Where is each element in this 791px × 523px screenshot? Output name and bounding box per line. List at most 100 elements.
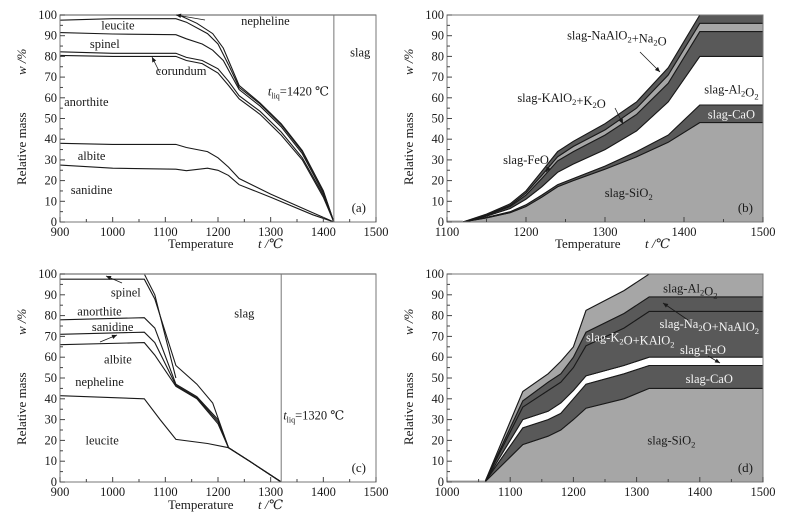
x-tick-label: 1300 (624, 485, 649, 499)
panel-b-xlabel: Temperature (555, 236, 621, 251)
region-label: slag-FeO (503, 153, 549, 167)
y-tick-label: 50 (432, 371, 445, 385)
region-label: slag (234, 307, 255, 321)
boundary-gap-top (484, 356, 763, 483)
series-albite-anorthite-boundary (59, 142, 335, 223)
x-tick-label: 1500 (364, 225, 389, 239)
boundary-feo-top (462, 55, 763, 223)
x-tick-label: 1500 (364, 485, 389, 499)
boundary-naalo2-mid (462, 22, 763, 223)
series-anorthite-spinel-boundary (60, 278, 282, 483)
arrow-head-icon (152, 57, 157, 63)
region-label: slag-Al2O2 (704, 83, 758, 102)
x-tick-label: 1000 (100, 485, 125, 499)
y-tick-label: 60 (45, 350, 58, 364)
y-tick-label: 20 (432, 174, 445, 188)
region-label: slag-Na2O+NaAlO2 (659, 317, 759, 336)
y-tick-label: 20 (45, 174, 58, 188)
region-label: sanidine (92, 320, 134, 334)
panel-tag: (a) (352, 200, 366, 215)
boundary-k2o-top (484, 310, 763, 483)
arrow-head-icon (618, 118, 623, 124)
x-tick-label: 1300 (593, 225, 618, 239)
x-tick-label: 1000 (435, 485, 460, 499)
y-tick-label: 70 (45, 329, 58, 343)
region-label: nepheline (75, 375, 124, 389)
panel-tag: (c) (352, 460, 366, 475)
y-tick-label: 80 (45, 309, 58, 323)
region-label: corundum (156, 64, 207, 78)
panel-c-xlabel: Temperature (168, 497, 234, 512)
series-spinel-leucite-boundary (59, 32, 335, 223)
x-tick-label: 1400 (672, 225, 697, 239)
y-tick-label: 20 (45, 433, 58, 447)
y-tick-label: 40 (45, 132, 58, 146)
region-label: nepheline (241, 14, 290, 28)
region-label: spinel (111, 286, 141, 300)
y-tick-label: 30 (432, 153, 445, 167)
liquidus-label: tliq=1420 ℃ (268, 85, 329, 101)
y-tick-label: 0 (51, 475, 57, 489)
panel-b: 1100 1200 1300 1400 1500 0 10 20 30 40 50 60 70 80 90 1… (425, 8, 775, 239)
x-tick-label: 900 (51, 485, 70, 499)
x-tick-label: 1100 (153, 225, 178, 239)
region-label: slag-CaO (686, 372, 733, 386)
x-tick-label: 1400 (311, 225, 336, 239)
region-label: slag (350, 45, 371, 59)
x-tick-label: 1200 (561, 485, 586, 499)
y-tick-label: 10 (45, 194, 58, 208)
y-tick-label: 20 (432, 433, 445, 447)
y-tick-label: 90 (432, 29, 445, 43)
panel-a: 900 1000 1100 1200 1300 1400 1500 0 10 20 30 40 50 60… (38, 8, 388, 239)
y-tick-label: 60 (432, 350, 445, 364)
y-tick-label: 10 (432, 454, 445, 468)
arrow-head-icon (663, 303, 669, 308)
x-tick-label: 1500 (751, 485, 776, 499)
panel-a-xlabel: Temperature (168, 236, 234, 251)
y-tick-label: 100 (38, 8, 57, 22)
panel-a-ylabel: Relative mass (14, 112, 29, 185)
boundary-total (484, 273, 763, 483)
region-label: slag-KAlO2+K2O (517, 91, 605, 111)
region-label: albite (104, 352, 132, 366)
region-label: anorthite (64, 95, 109, 109)
y-tick-label: 30 (432, 413, 445, 427)
panel-d: 1000 1100 1200 1300 1400 1500 0 10 20 30 40 50 60 70 8… (425, 267, 775, 499)
panel-tag: (b) (738, 200, 753, 215)
series-anorthite-corundum-boundary (59, 54, 335, 223)
panel-d-ylabel: Relative mass (401, 372, 416, 445)
arrow-head-icon (714, 358, 720, 363)
panel-c-xlabel-symbol: t /℃ (258, 497, 283, 512)
region-label: slag-CaO (708, 107, 755, 121)
x-tick-label: 1100 (498, 485, 523, 499)
y-tick-label: 0 (438, 475, 444, 489)
x-tick-label: 1400 (687, 485, 712, 499)
y-tick-label: 90 (45, 29, 58, 43)
region-label: anorthite (77, 304, 122, 318)
x-tick-label: 1200 (514, 225, 539, 239)
panel-b-ylabel: Relative mass (401, 112, 416, 185)
series-albite-sanidine-boundary (59, 331, 282, 483)
y-tick-label: 70 (432, 70, 445, 84)
panel-c: 900 1000 1100 1200 1300 1400 1500 0 10 20 30 40 50 60… (38, 267, 388, 499)
y-tick-label: 30 (45, 413, 58, 427)
panel-d-ylabel-symbol: w /% (401, 308, 416, 335)
x-tick-label: 900 (51, 225, 70, 239)
y-tick-label: 70 (45, 70, 58, 84)
region-label: leucite (101, 18, 135, 32)
series-sanidine-albite-boundary (59, 164, 335, 223)
y-tick-label: 50 (45, 371, 58, 385)
region-label: slag-SiO2 (605, 186, 653, 202)
region-label: slag-K2O+KAlO2 (586, 330, 674, 349)
y-tick-label: 40 (45, 392, 58, 406)
panel-tag: (d) (738, 460, 753, 475)
x-tick-label: 1400 (311, 485, 336, 499)
panel-a-ylabel-symbol: w /% (14, 48, 29, 75)
y-tick-label: 80 (45, 49, 58, 63)
y-tick-label: 30 (45, 153, 58, 167)
x-tick-label: 1500 (751, 225, 776, 239)
region-label: albite (78, 149, 106, 163)
region-label: slag-FeO (680, 343, 726, 357)
y-tick-label: 0 (51, 215, 57, 229)
